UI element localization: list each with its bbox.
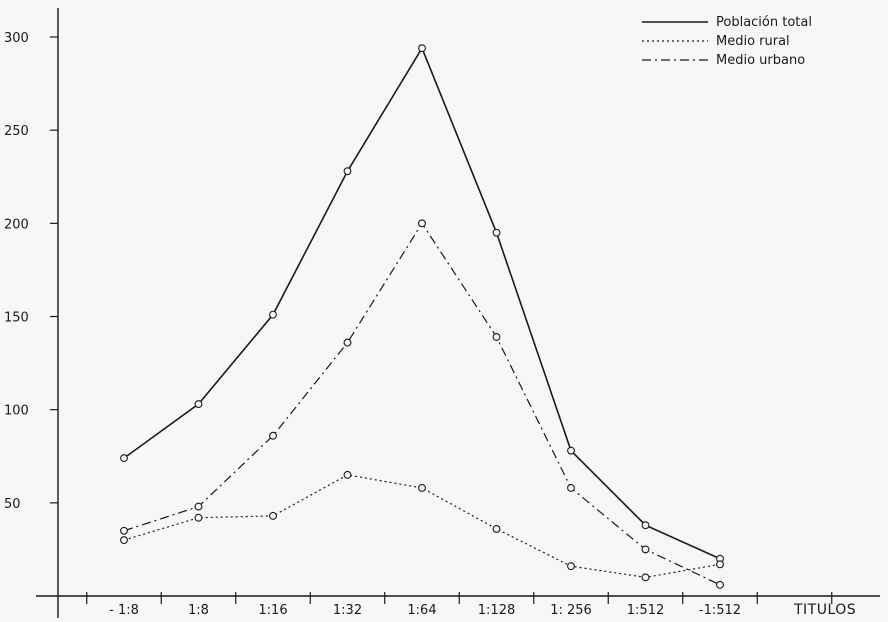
y-tick-label: 100 xyxy=(4,404,29,419)
data-point xyxy=(418,219,426,228)
x-axis-ticks: - 1:8 1:8 1:16 1:32 1:64 1:128 1: 256 1:512 -1:5… xyxy=(86,592,833,618)
data-point xyxy=(418,44,426,53)
data-point xyxy=(567,483,575,492)
data-point xyxy=(641,521,650,530)
data-point xyxy=(492,333,501,341)
data-point xyxy=(418,483,426,492)
series-lines xyxy=(123,46,721,586)
x-tick-label: 1: 256 xyxy=(550,603,592,618)
data-point xyxy=(716,560,724,569)
x-tick-label: -1:512 xyxy=(699,603,741,618)
legend-label: Población total xyxy=(716,15,812,30)
data-point xyxy=(567,446,575,455)
data-point xyxy=(343,338,352,347)
data-point xyxy=(343,470,352,479)
y-tick-label: 250 xyxy=(4,124,29,139)
y-axis-ticks: 50 100 150 200 250 300 xyxy=(4,31,58,512)
data-point xyxy=(120,536,128,545)
legend: Población total Medio rural Medio urbano xyxy=(642,15,812,68)
series-line-2 xyxy=(123,222,721,586)
x-tick-label: 1:128 xyxy=(478,603,515,618)
y-tick-label: 300 xyxy=(4,31,29,46)
x-tick-label: 1:64 xyxy=(407,603,436,618)
data-point xyxy=(269,511,277,520)
x-tick-label: 1:16 xyxy=(258,603,287,618)
data-point xyxy=(492,228,501,237)
data-point xyxy=(343,167,352,176)
y-tick-label: 200 xyxy=(4,217,29,232)
legend-label: Medio rural xyxy=(716,34,790,49)
x-tick-label: - 1:8 xyxy=(109,603,139,618)
data-point xyxy=(492,524,501,533)
legend-label: Medio urbano xyxy=(716,53,805,68)
series-line-1 xyxy=(123,474,721,578)
data-point xyxy=(194,502,203,511)
data-point xyxy=(269,431,277,440)
x-axis-title: TITULOS xyxy=(793,602,856,618)
x-tick-label: 1:512 xyxy=(627,603,664,618)
y-tick-label: 50 xyxy=(4,497,21,512)
x-tick-label: 1:8 xyxy=(188,603,209,618)
data-point xyxy=(120,454,128,463)
data-point xyxy=(194,513,203,522)
data-point xyxy=(269,310,277,319)
data-point xyxy=(716,580,724,589)
y-tick-label: 150 xyxy=(4,311,29,326)
data-point xyxy=(641,573,650,582)
data-point xyxy=(120,526,128,535)
data-point xyxy=(194,400,203,409)
series-line-0 xyxy=(123,46,721,560)
x-tick-label: 1:32 xyxy=(333,603,362,618)
series-markers xyxy=(120,44,724,589)
data-point xyxy=(641,545,650,554)
data-point xyxy=(567,562,575,571)
